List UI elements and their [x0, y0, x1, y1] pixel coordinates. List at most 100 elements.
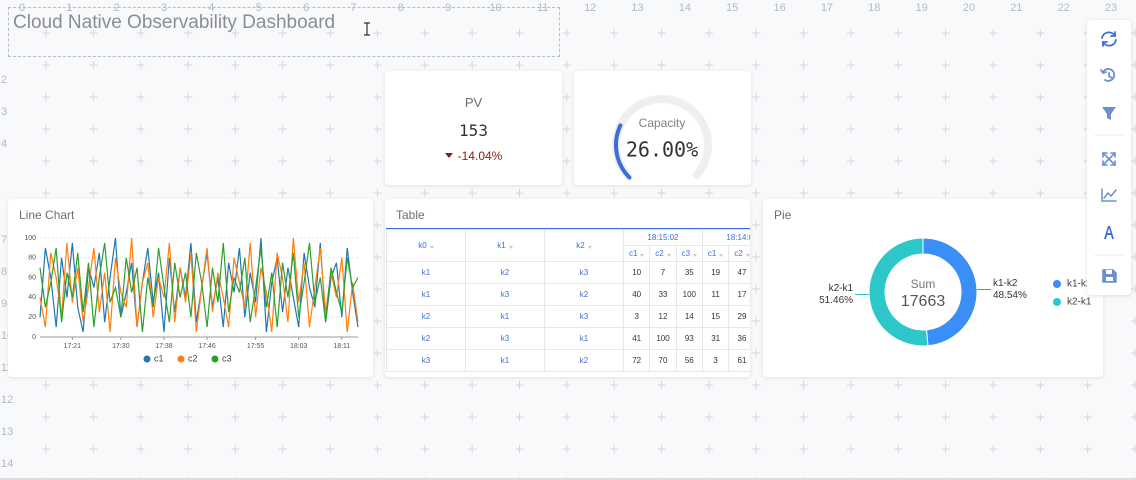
card-title: Table — [396, 208, 425, 222]
table-cell: k1 — [386, 261, 466, 284]
grid-plus — [231, 157, 240, 165]
grid-plus — [231, 61, 240, 69]
grid-plus — [184, 29, 193, 37]
grid-plus — [89, 61, 98, 69]
grid-plus — [1036, 157, 1045, 165]
chart-button[interactable] — [1101, 188, 1117, 202]
table-cell: 47 — [728, 261, 750, 284]
gauge-value-arc — [614, 123, 632, 180]
grid-plus — [373, 349, 382, 357]
grid-plus — [515, 445, 524, 453]
grid-plus — [420, 445, 429, 453]
grid-plus — [752, 413, 761, 421]
column-header: k1 — [465, 229, 545, 262]
grid-plus — [989, 61, 997, 69]
table-scroll: k0k1k218:15:0218:14:02c1c2c3c1c2k1k2k310… — [386, 228, 750, 377]
table-row: k3 k1 k2 72 70 56 3 61 — [386, 349, 750, 372]
group-header: 18:15:02 — [623, 229, 703, 246]
grid-plus — [799, 125, 808, 133]
filter-button[interactable] — [1102, 107, 1116, 120]
grid-plus — [562, 381, 571, 389]
grid-column-number: 23 — [1105, 2, 1117, 14]
grid-plus — [1036, 29, 1045, 37]
grid-plus — [136, 125, 145, 133]
pie-label-name: k2-k1 — [829, 283, 854, 294]
grid-plus — [941, 157, 950, 165]
grid-plus — [278, 93, 287, 101]
refresh-button[interactable] — [1101, 31, 1117, 47]
grid-column-number: 14 — [679, 2, 691, 14]
table-cell: 3 — [701, 349, 730, 372]
grid-plus — [562, 445, 571, 453]
grid-plus — [184, 189, 193, 197]
text-button[interactable] — [1104, 226, 1114, 239]
grid-plus — [562, 125, 571, 133]
legend-label: k2-k1 — [1067, 297, 1092, 308]
table-cell: k2 — [386, 305, 466, 328]
grid-plus — [326, 189, 335, 197]
table-cell: 3 — [622, 305, 651, 328]
grid-plus — [420, 381, 429, 389]
history-button[interactable] — [1100, 68, 1116, 82]
grid-plus — [799, 413, 808, 421]
stat-value: 153 — [459, 121, 488, 140]
grid-plus — [562, 189, 571, 197]
grid-plus — [799, 189, 808, 197]
grid-row-number: 3 — [1, 106, 7, 118]
grid-plus — [373, 93, 382, 101]
grid-plus — [1036, 381, 1045, 389]
grid-plus — [752, 189, 761, 197]
gauge-value: 26.00% — [626, 138, 698, 162]
grid-plus — [799, 29, 808, 37]
save-button[interactable] — [1102, 269, 1117, 283]
fullscreen-button[interactable] — [1102, 152, 1116, 166]
grid-plus — [562, 29, 571, 37]
grid-plus — [231, 93, 240, 101]
grid-column-number: 15 — [726, 2, 738, 14]
grid-plus — [752, 253, 761, 261]
grid-plus — [941, 381, 950, 389]
grid-plus — [562, 61, 571, 69]
table-cell: 56 — [675, 349, 703, 372]
pie-label-value: 51.46% — [819, 295, 853, 306]
x-tick-label: 18:03 — [290, 343, 308, 350]
grid-plus — [1131, 445, 1136, 453]
grid-plus — [373, 381, 382, 389]
grid-plus — [89, 189, 98, 197]
table-cell: k3 — [544, 305, 624, 328]
grid-plus — [278, 445, 287, 453]
table-cell: k3 — [465, 283, 545, 306]
grid-plus — [420, 413, 429, 421]
grid-plus — [657, 445, 666, 453]
table-cell: k1 — [386, 283, 466, 306]
grid-plus — [846, 157, 855, 165]
table-cell: 40 — [622, 283, 651, 306]
grid-plus — [1131, 349, 1136, 357]
stat-change: -14.04% — [385, 149, 562, 163]
grid-row-number: 14 — [1, 458, 13, 470]
grid-plus — [42, 189, 50, 197]
grid-plus — [799, 381, 808, 389]
table-cell: 12 — [649, 305, 677, 328]
dashboard-title-box[interactable]: Cloud Native Observability Dashboard — [8, 7, 560, 57]
grid-plus — [562, 413, 571, 421]
grid-row-number: 12 — [1, 394, 13, 406]
legend-marker — [211, 355, 219, 363]
table-cell: k3 — [544, 261, 624, 284]
grid-plus — [136, 61, 145, 69]
table-cell: k3 — [465, 327, 545, 350]
table-cell: 41 — [622, 327, 651, 350]
grid-plus — [231, 445, 240, 453]
table-cell: 36 — [728, 327, 750, 350]
grid-plus — [799, 445, 808, 453]
grid-plus — [1036, 93, 1045, 101]
pie-label-value: 48.54% — [993, 290, 1027, 301]
grid-plus — [89, 125, 98, 133]
card-title: Pie — [774, 208, 792, 222]
column-header: c1 — [701, 245, 730, 262]
grid-plus — [846, 61, 855, 69]
grid-plus — [42, 61, 50, 69]
grid-plus — [894, 413, 903, 421]
stat-change-text: -14.04% — [457, 149, 503, 163]
